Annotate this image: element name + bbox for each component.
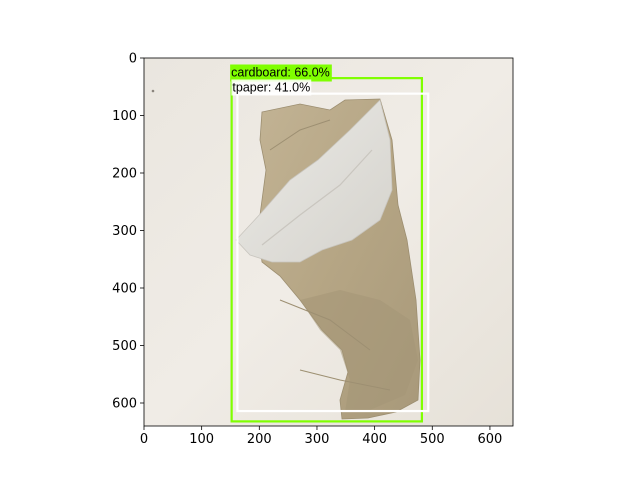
detection-label-bg-cardboard (230, 64, 332, 82)
x-tick-label: 200 (247, 432, 272, 447)
photo (144, 58, 513, 426)
x-tick-label: 300 (305, 432, 330, 447)
x-tick-label: 500 (420, 432, 445, 447)
tissue-crease (261, 149, 373, 246)
detection-label-bg-tpaper (231, 79, 312, 96)
y-tick-label: 500 (112, 339, 137, 354)
y-tick-label: 0 (129, 52, 137, 67)
towel-crease (269, 119, 391, 391)
y-tick-label: 400 (112, 282, 137, 297)
y-tick-label: 100 (112, 109, 137, 124)
detection-label-tpaper: tpaper: 41.0% (232, 81, 310, 95)
x-tick-label: 400 (362, 432, 387, 447)
photo-speck (151, 89, 155, 93)
detection-label-cardboard: cardboard: 66.0% (231, 66, 330, 80)
axes-frame (143, 57, 514, 427)
x-tick-label: 600 (478, 432, 503, 447)
y-tick-label: 600 (112, 397, 137, 412)
towel-fold-shadow (300, 290, 418, 412)
y-tick-label: 200 (112, 167, 137, 182)
x-axis: 0 100 200 300 400 500 600 (140, 426, 502, 447)
tissue-fold (235, 99, 393, 263)
y-tick-label: 300 (112, 224, 137, 239)
x-tick-label: 0 (140, 432, 148, 447)
x-tick-label: 100 (189, 432, 214, 447)
detection-box-tpaper (236, 92, 430, 413)
detections: cardboard: 66.0%tpaper: 41.0% (230, 64, 430, 423)
y-axis: 0 100 200 300 400 500 600 (112, 52, 144, 412)
